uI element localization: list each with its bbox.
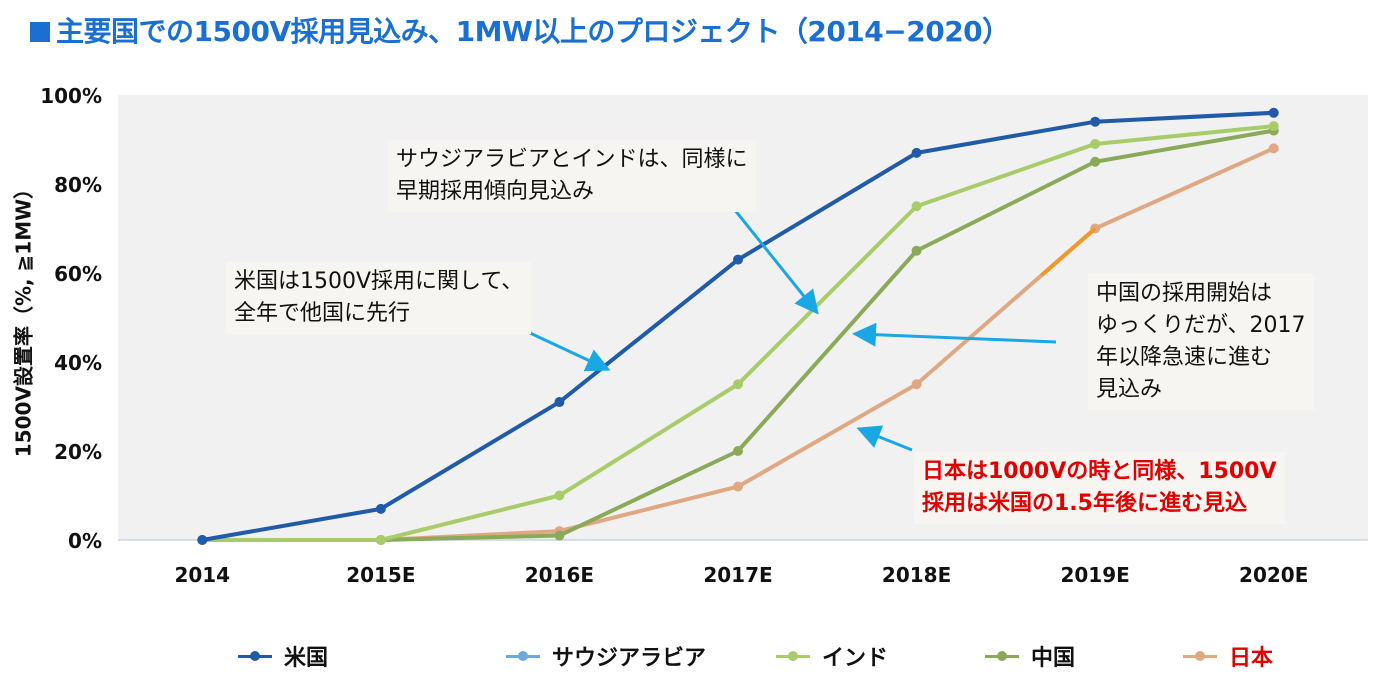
annotation-arrow [856, 425, 913, 452]
annotation-line: 早期採用傾向見込み [396, 179, 595, 204]
annotation-saudi-india: サウジアラビアとインドは、同様に 早期採用傾向見込み [388, 140, 756, 212]
legend-label: サウジアラビア [552, 646, 707, 671]
data-point [911, 379, 922, 390]
highlight-segment [1040, 226, 1097, 277]
data-point [911, 245, 922, 256]
annotation-line: 採用は米国の1.5年後に進む見込 [922, 491, 1247, 516]
x-tick-label: 2016E [525, 563, 594, 587]
x-tick-label: 2018E [882, 563, 951, 587]
legend-marker-icon [985, 649, 1019, 663]
data-point [1090, 138, 1101, 149]
legend-item: 米国 [238, 640, 328, 672]
annotation-usa: 米国は1500V採用に関して、 全年で他国に先行 [226, 262, 532, 334]
annotation-line: 中国の採用開始は [1096, 281, 1273, 306]
series-0 [197, 107, 1279, 545]
annotation-line: 日本は1000Vの時と同様、1500V [922, 459, 1277, 484]
data-point [733, 446, 743, 456]
legend-item: 中国 [985, 640, 1075, 672]
data-point [1268, 121, 1279, 132]
annotation-line: 年以降急速に進む [1096, 345, 1273, 370]
x-tick-label: 2019E [1060, 563, 1129, 587]
legend-label: インド [822, 646, 889, 671]
data-point [197, 535, 208, 545]
data-point [1268, 107, 1279, 118]
legend: 米国 サウジアラビア インド 中国 日本 [0, 640, 1391, 672]
data-point [554, 397, 565, 408]
data-point [375, 503, 386, 514]
legend-item: サウジアラビア [506, 640, 706, 672]
legend-marker-icon [238, 649, 272, 663]
annotation-china: 中国の採用開始はゆっくりだが、2017 年以降急速に進む 見込み [1088, 274, 1314, 410]
annotation-line: 見込み [1096, 377, 1163, 402]
legend-marker-icon [506, 649, 540, 663]
legend-label: 中国 [1031, 646, 1076, 671]
legend-marker-icon [776, 649, 810, 663]
annotation-japan: 日本は1000Vの時と同様、1500V 採用は米国の1.5年後に進む見込 [914, 452, 1285, 524]
x-tick-label: 2017E [703, 563, 772, 587]
data-point [733, 379, 743, 390]
data-point [911, 201, 922, 212]
chart-title: 主要国での1500V採用見込み、1MW以上のプロジェクト（2014−2020） [30, 10, 1010, 50]
blue-square-icon [30, 22, 50, 42]
annotation-line: サウジアラビアとインドは、同様に [396, 147, 748, 172]
annotation-line: ゆっくりだが、2017 [1096, 313, 1306, 338]
data-point [733, 481, 743, 492]
y-tick-label: 20% [54, 440, 102, 464]
data-point [375, 535, 386, 545]
data-point [1268, 143, 1279, 154]
data-point [554, 490, 565, 501]
legend-label: 米国 [284, 646, 329, 671]
legend-label: 日本 [1229, 646, 1274, 671]
data-point [554, 530, 565, 541]
x-tick-label: 2015E [346, 563, 415, 587]
legend-item: 日本 [1183, 640, 1273, 672]
y-tick-label: 0% [68, 529, 102, 553]
y-tick-label: 80% [54, 173, 102, 197]
annotation-line: 全年で他国に先行 [234, 301, 411, 326]
annotation-arrow [852, 322, 1057, 347]
y-tick-label: 100% [40, 84, 102, 108]
data-point [733, 254, 743, 265]
y-tick-label: 60% [54, 262, 102, 286]
data-point [1090, 116, 1101, 127]
legend-marker-icon [1183, 649, 1217, 663]
data-point [1090, 156, 1101, 167]
x-tick-label: 2020E [1239, 563, 1308, 587]
annotation-arrow [529, 331, 611, 372]
legend-item: インド [776, 640, 888, 672]
x-tick-label: 2014 [174, 563, 230, 587]
data-point [911, 147, 922, 158]
y-tick-label: 40% [54, 351, 102, 375]
annotation-line: 米国は1500V採用に関して、 [234, 269, 524, 294]
